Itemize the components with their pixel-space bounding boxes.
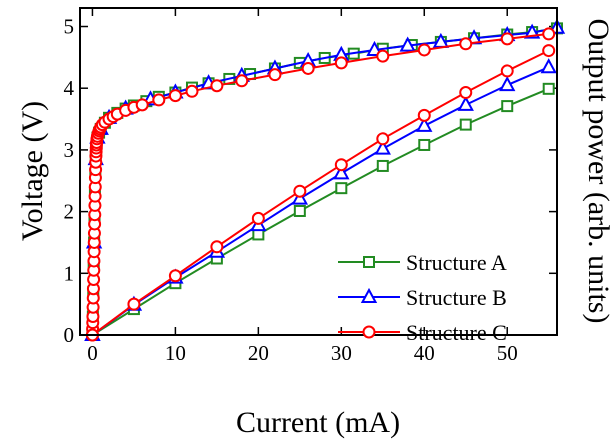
structure-c-power-point xyxy=(293,184,307,198)
structure-b-power-point xyxy=(333,164,350,180)
structure-c-power-point xyxy=(500,64,514,78)
y-tick-label-1: 1 xyxy=(64,261,75,285)
y-tick-label-5: 5 xyxy=(64,15,75,39)
structure-b-power-point xyxy=(374,139,391,155)
x-tick-label-0: 0 xyxy=(87,341,98,365)
structure-c-power-point xyxy=(459,86,473,100)
structure-a-power-point xyxy=(459,118,472,131)
structure-c-voltage-point xyxy=(542,27,556,41)
y2-axis-label: Output power (arb. units) xyxy=(582,19,615,324)
structure-c-voltage-point xyxy=(210,79,224,93)
structure-b-voltage-point xyxy=(366,40,383,56)
x-tick-label-1: 10 xyxy=(165,341,186,365)
structure-c-power-point xyxy=(542,44,556,58)
series-structure-c xyxy=(85,27,556,342)
structure-b-power-point xyxy=(457,95,474,111)
structure-a-power-point xyxy=(293,204,306,217)
structure-c-voltage-point xyxy=(301,61,315,75)
structure-c-voltage-point xyxy=(500,32,514,46)
structure-c-power-point xyxy=(376,132,390,146)
structure-b-power-point xyxy=(499,76,516,92)
plot-frame xyxy=(79,7,558,336)
x-axis-label: Current (mA) xyxy=(236,406,400,439)
x-tick-label-2: 20 xyxy=(248,341,269,365)
x-tick-label-5: 50 xyxy=(497,341,518,365)
structure-c-power-point xyxy=(168,269,182,283)
structure-a-power-point xyxy=(376,159,389,172)
structure-c-power-line xyxy=(91,49,550,336)
legend-item-structure-c: Structure C xyxy=(338,320,507,345)
x-tick-label-4: 40 xyxy=(414,341,435,365)
y-tick-label-3: 3 xyxy=(64,138,75,162)
legend: Structure A Structure B Structure C xyxy=(338,250,507,345)
y-tick-label-4: 4 xyxy=(64,76,75,100)
legend-item-structure-b: Structure B xyxy=(338,285,507,310)
structure-c-voltage-point xyxy=(417,43,431,57)
structure-c-voltage-point xyxy=(168,89,182,103)
legend-marker xyxy=(362,325,376,339)
y-tick-label-2: 2 xyxy=(64,200,75,224)
legend-label: Structure C xyxy=(406,320,507,345)
structure-c-power-point xyxy=(127,297,141,311)
structure-b-power-point xyxy=(540,58,557,74)
y-axis-label: Voltage (V) xyxy=(16,101,49,241)
structure-a-power-point xyxy=(335,182,348,195)
tick-layer: 0 10 20 30 40 50 0 1 2 3 4 5 xyxy=(64,8,557,365)
structure-c-power-point xyxy=(334,158,348,172)
legend-marker xyxy=(360,287,378,303)
structure-c-voltage-point xyxy=(334,56,348,70)
structure-a-power-point xyxy=(501,100,514,113)
series-layer xyxy=(84,18,566,342)
structure-c-voltage-point xyxy=(235,74,249,88)
structure-c-voltage-point xyxy=(135,98,149,112)
structure-c-voltage-point xyxy=(152,93,166,107)
legend-label: Structure A xyxy=(406,250,507,275)
structure-c-voltage-point xyxy=(459,37,473,51)
structure-c-voltage-point xyxy=(376,49,390,63)
structure-c-voltage-point xyxy=(268,68,282,82)
structure-a-power-point xyxy=(418,138,431,151)
legend-marker xyxy=(363,256,375,268)
legend-label: Structure B xyxy=(406,285,507,310)
x-tick-label-3: 30 xyxy=(331,341,352,365)
structure-c-power-point xyxy=(251,211,265,225)
structure-b-power-point xyxy=(416,116,433,132)
structure-a-power-line xyxy=(91,87,550,336)
structure-c-power-point xyxy=(210,240,224,254)
y-tick-label-0: 0 xyxy=(64,323,75,347)
structure-b-voltage-point xyxy=(399,36,416,52)
structure-a-power-point xyxy=(542,82,555,95)
structure-c-voltage-point xyxy=(185,84,199,98)
structure-c-power-point xyxy=(417,108,431,122)
legend-item-structure-a: Structure A xyxy=(338,250,507,275)
